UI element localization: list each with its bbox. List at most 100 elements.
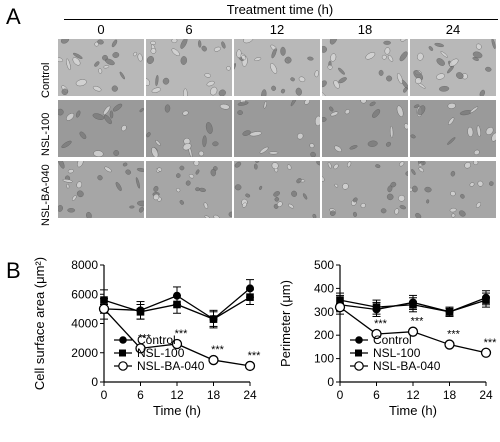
- cell: [398, 195, 405, 202]
- cell: [60, 39, 70, 44]
- cell: [112, 52, 120, 58]
- point-square: [336, 296, 344, 304]
- cell: [295, 87, 302, 96]
- cell: [75, 110, 81, 118]
- point-square: [173, 300, 181, 309]
- x-tick-label: 0: [337, 388, 344, 402]
- y-tick-label: 500: [314, 258, 334, 272]
- point-open-circle: [244, 360, 256, 372]
- cell: [58, 205, 63, 212]
- cell: [98, 68, 103, 74]
- cell: [342, 183, 349, 190]
- cell: [436, 58, 445, 66]
- cell: [259, 185, 263, 190]
- point-square: [209, 315, 218, 323]
- cell: [383, 40, 391, 45]
- cell: [75, 79, 87, 87]
- cell-texture: [58, 103, 144, 157]
- cell: [439, 85, 450, 92]
- cell: [150, 48, 157, 54]
- y-tick-label: 100: [314, 352, 334, 366]
- cell: [259, 146, 269, 154]
- cell-texture: [146, 103, 230, 157]
- cell: [212, 141, 219, 147]
- chart-perimeter: 0 100 200 300 400 500 0 6 12 18 24 Time (h) Perimete…: [278, 258, 497, 418]
- cell: [92, 113, 105, 120]
- cell: [360, 203, 366, 208]
- panel-b-letter: B: [6, 258, 21, 283]
- cell: [62, 178, 73, 183]
- cell: [447, 137, 456, 145]
- legend-label: Control: [373, 333, 412, 347]
- cell: [67, 208, 76, 213]
- cell: [119, 71, 125, 80]
- cell: [410, 134, 416, 139]
- cell: [104, 166, 112, 173]
- cell: [473, 161, 479, 166]
- cell: [204, 73, 211, 78]
- micrograph-grid: [58, 39, 496, 218]
- cell: [61, 140, 72, 149]
- significance-label: ***: [374, 318, 388, 330]
- cell: [327, 162, 332, 169]
- cell: [237, 110, 243, 116]
- point-square: [246, 293, 254, 301]
- cell: [411, 169, 416, 175]
- cell: [426, 199, 430, 204]
- legend-label: NSL-100: [137, 346, 185, 360]
- cell: [182, 110, 189, 116]
- cell: [203, 202, 209, 209]
- cell: [255, 161, 260, 163]
- cell: [210, 86, 218, 96]
- cell: [491, 132, 496, 142]
- cell: [394, 208, 400, 215]
- cell: [396, 73, 403, 84]
- micrograph-nsl-ba-040-6h: [146, 161, 232, 218]
- micrograph-nsl-100-0h: [58, 100, 144, 157]
- legend-label: Control: [137, 333, 176, 347]
- cell: [389, 126, 394, 138]
- cell: [460, 193, 465, 199]
- cell: [205, 122, 213, 134]
- cell: [198, 150, 204, 157]
- cell: [352, 197, 358, 203]
- cell: [76, 190, 84, 198]
- cell: [210, 168, 217, 177]
- cell: [146, 132, 151, 138]
- cell: [242, 130, 251, 136]
- cell: [86, 211, 92, 218]
- cell: [254, 57, 262, 61]
- cell: [133, 51, 138, 57]
- cell: [157, 167, 163, 172]
- cell: [93, 150, 104, 157]
- cell: [146, 56, 154, 64]
- cell: [183, 88, 188, 96]
- cell: [360, 100, 367, 104]
- cell: [353, 211, 357, 217]
- cell: [61, 88, 69, 95]
- cell: [66, 58, 71, 71]
- cell: [288, 203, 294, 209]
- point-open-circle: [480, 347, 492, 358]
- cell: [472, 57, 479, 61]
- legend-filled-circle: [119, 336, 127, 344]
- cell: [338, 67, 345, 75]
- cell: [280, 88, 286, 94]
- cell: [72, 57, 81, 66]
- y-tick-label: 8000: [71, 258, 98, 272]
- cell: [330, 111, 339, 117]
- cell: [338, 77, 347, 84]
- cell: [58, 108, 64, 116]
- cell: [291, 190, 298, 197]
- chart-cell-surface-area: 0 2000 4000 6000 8000 0 6 12 18 24 Time (h) Cell su…: [32, 257, 261, 418]
- cell: [296, 178, 302, 184]
- micrograph-control-6h: [146, 39, 232, 96]
- cell: [329, 106, 334, 112]
- cell: [417, 105, 426, 116]
- cell: [136, 167, 144, 172]
- point-square: [482, 296, 490, 304]
- cell: [137, 53, 143, 62]
- cell-texture: [410, 102, 496, 156]
- cell: [297, 133, 304, 140]
- legend-label: NSL-100: [373, 346, 421, 360]
